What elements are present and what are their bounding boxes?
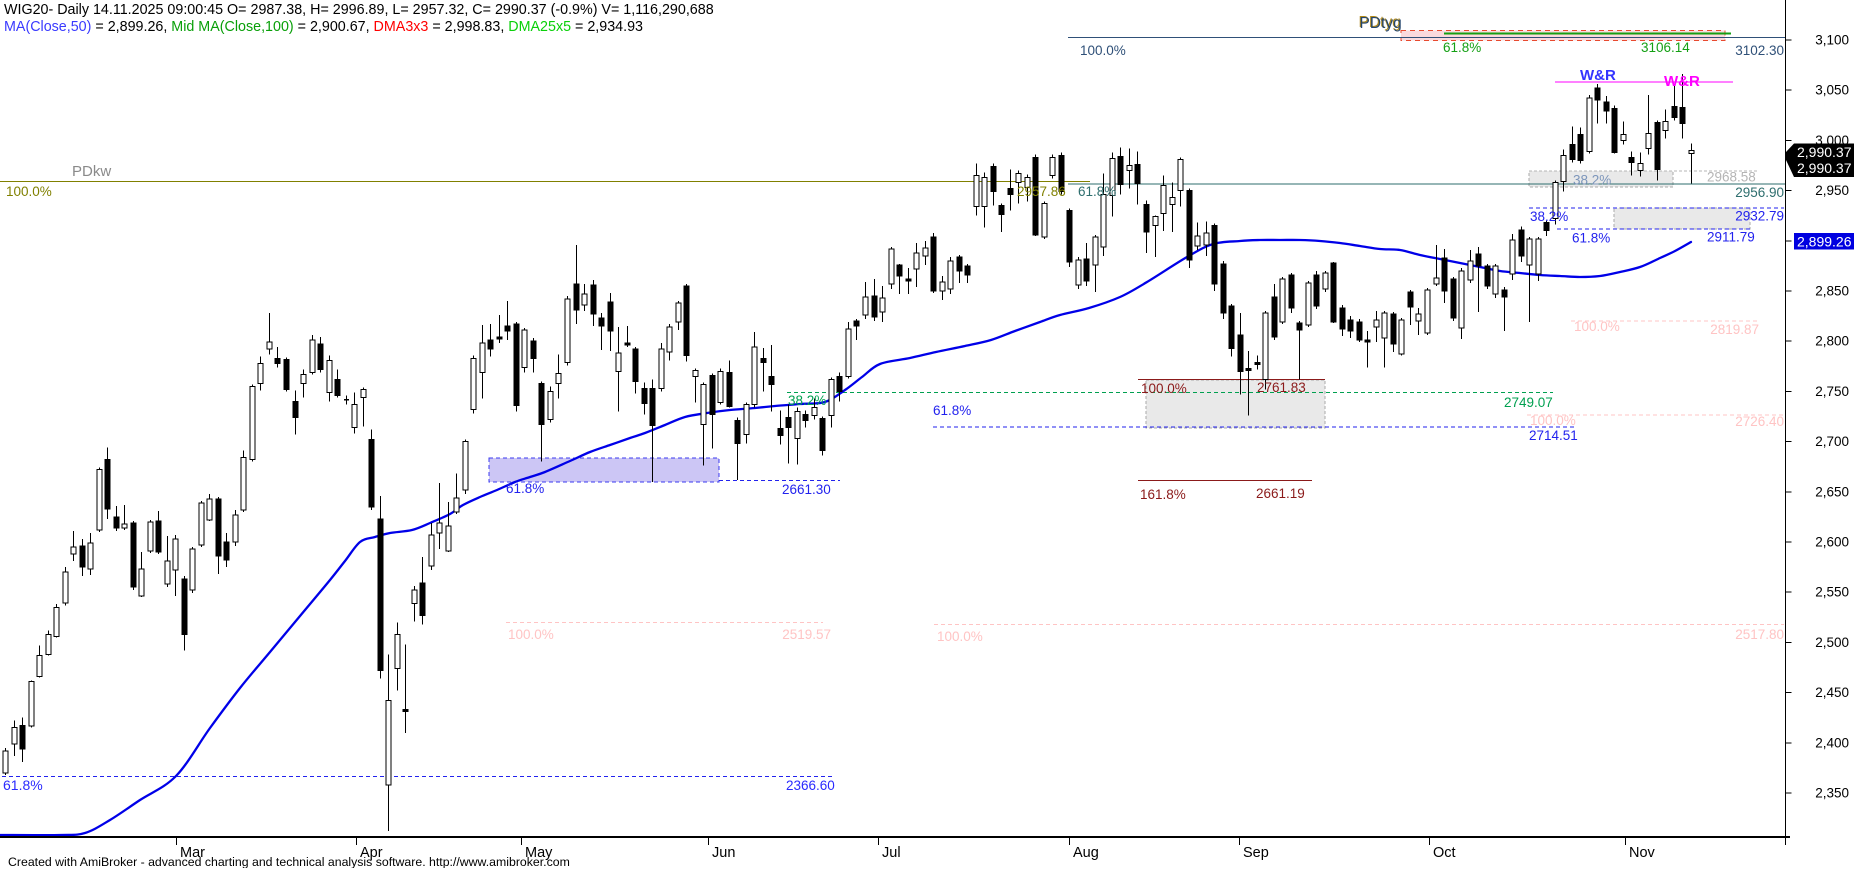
svg-text:38.2%: 38.2% [1573,173,1611,188]
svg-text:100.0%: 100.0% [1080,43,1126,58]
svg-text:MA(Close,50) = 2,899.26, Mid M: MA(Close,50) = 2,899.26, Mid MA(Close,10… [4,19,643,35]
svg-text:WIG20- Daily 14.11.2025 09:00:: WIG20- Daily 14.11.2025 09:00:45 O= 2987… [4,2,714,18]
svg-text:PDkw: PDkw [72,163,111,180]
svg-text:Apr: Apr [360,845,383,861]
svg-text:Jun: Jun [712,845,735,861]
svg-text:W&R: W&R [1664,73,1700,90]
svg-text:61.8%: 61.8% [506,481,544,496]
svg-text:2366.60: 2366.60 [786,778,835,793]
svg-text:Nov: Nov [1629,845,1656,861]
svg-text:100.0%: 100.0% [6,184,52,199]
svg-text:61.8%: 61.8% [3,777,43,793]
svg-text:2,750: 2,750 [1815,384,1849,399]
svg-text:2,400: 2,400 [1815,735,1849,750]
svg-text:PDtyg: PDtyg [1360,15,1402,32]
svg-text:100.0%: 100.0% [1141,381,1187,396]
svg-text:2,450: 2,450 [1815,685,1849,700]
svg-text:Jul: Jul [882,845,901,861]
svg-text:2,850: 2,850 [1815,284,1849,299]
svg-text:2,350: 2,350 [1815,786,1849,801]
svg-text:2517.80: 2517.80 [1735,627,1784,642]
svg-text:3106.14: 3106.14 [1641,40,1690,55]
svg-text:W&R: W&R [1580,67,1616,84]
svg-text:2714.51: 2714.51 [1529,428,1578,443]
svg-text:3,050: 3,050 [1815,83,1849,98]
svg-text:Sep: Sep [1243,845,1269,861]
svg-text:61.8%: 61.8% [1443,40,1481,55]
svg-text:Oct: Oct [1433,845,1456,861]
svg-text:2,600: 2,600 [1815,535,1849,550]
svg-text:2968.58: 2968.58 [1707,170,1756,185]
svg-text:May: May [525,845,553,861]
svg-text:2,550: 2,550 [1815,585,1849,600]
svg-text:2761.83: 2761.83 [1257,380,1306,395]
svg-text:PDtyg: PDtyg [1359,14,1401,31]
svg-text:38.2%: 38.2% [788,393,826,408]
svg-text:61.8%: 61.8% [1572,231,1610,246]
svg-text:3,100: 3,100 [1815,33,1849,48]
svg-text:2,950: 2,950 [1815,183,1849,198]
svg-text:161.8%: 161.8% [1140,487,1186,502]
svg-text:2661.30: 2661.30 [782,482,831,497]
svg-text:2,700: 2,700 [1815,434,1849,449]
svg-text:2,500: 2,500 [1815,635,1849,650]
svg-text:2726.40: 2726.40 [1735,414,1784,429]
svg-text:2,990.37: 2,990.37 [1797,160,1852,176]
svg-text:Aug: Aug [1073,845,1099,861]
svg-text:2911.79: 2911.79 [1707,230,1755,245]
svg-text:100.0%: 100.0% [508,627,554,642]
svg-text:2819.87: 2819.87 [1710,322,1759,337]
svg-text:3102.30: 3102.30 [1735,43,1784,58]
svg-text:Created with AmiBroker - advan: Created with AmiBroker - advanced charti… [8,855,570,868]
svg-text:100.0%: 100.0% [1574,319,1620,334]
svg-text:2,800: 2,800 [1815,334,1849,349]
svg-text:2956.90: 2956.90 [1735,185,1784,200]
svg-text:2932.79: 2932.79 [1735,209,1784,224]
svg-text:2749.07: 2749.07 [1504,395,1553,410]
svg-text:61.8%: 61.8% [933,403,971,418]
svg-text:100.0%: 100.0% [937,629,983,644]
svg-text:Mar: Mar [180,845,205,861]
svg-text:61.8%: 61.8% [1078,184,1116,199]
svg-text:2,899.26: 2,899.26 [1797,234,1852,250]
svg-text:2661.19: 2661.19 [1256,486,1305,501]
svg-text:2,990.37: 2,990.37 [1797,144,1852,160]
svg-text:2519.57: 2519.57 [782,627,831,642]
svg-text:2,650: 2,650 [1815,484,1849,499]
svg-text:2957.86: 2957.86 [1017,184,1066,199]
svg-text:38.2%: 38.2% [1530,209,1568,224]
svg-text:100.0%: 100.0% [1530,413,1576,428]
